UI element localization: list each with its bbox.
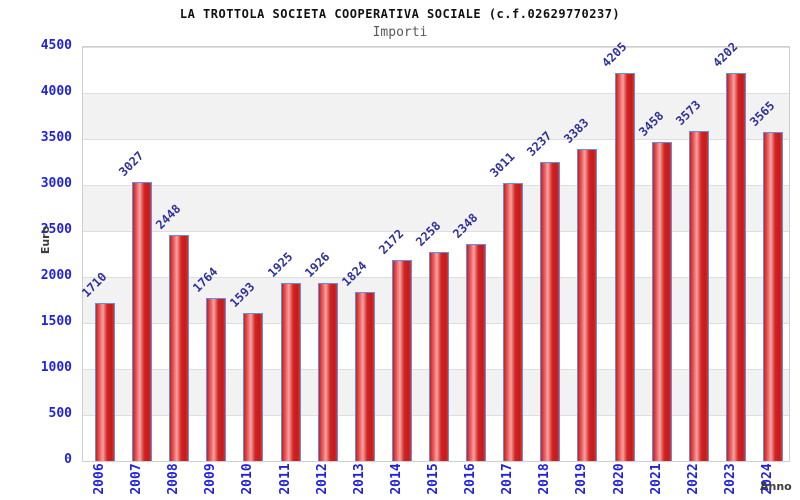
bar-2011: [280, 283, 301, 461]
plot-area: 1710 3027 2448 1764 1593 1925 1926 1824 2172 2258…: [79, 40, 790, 462]
bar-value-label: 1710: [79, 269, 110, 300]
bar-2007: [132, 182, 153, 461]
bar-2018: [540, 162, 561, 461]
y-axis-title: Euro: [39, 225, 52, 255]
x-tick-label: 2006: [92, 463, 107, 495]
bar-2009: [206, 298, 227, 461]
bar-2013: [354, 292, 375, 461]
bar-value-label: 2258: [413, 218, 444, 249]
x-tick-label: 2019: [574, 463, 590, 495]
bar-value-label: 2348: [450, 210, 481, 241]
bar-value-label: 3011: [487, 149, 518, 180]
bar-value-label: 3458: [635, 108, 667, 139]
chart-subtitle: Importi: [372, 25, 428, 40]
bar-2020: [614, 73, 635, 461]
x-tick-label: 2023: [722, 463, 738, 495]
bar-value-label: 3565: [747, 98, 778, 129]
x-tick-label: 2009: [203, 463, 219, 495]
x-tick-label: 2008: [166, 463, 182, 495]
x-tick-label: 2022: [685, 463, 701, 495]
bar-2017: [503, 183, 524, 461]
y-tick-label: 3000: [40, 176, 72, 191]
bar-2012: [317, 283, 338, 461]
bar-value-label: 1824: [338, 258, 370, 289]
x-tick-label: 2016: [463, 463, 479, 495]
bar-2021: [651, 142, 672, 461]
bar-2016: [466, 244, 487, 461]
bar-value-label: 4202: [709, 39, 741, 70]
bar-2024: [763, 132, 783, 461]
x-tick-label: 2011: [277, 463, 293, 495]
bar-2022: [688, 131, 709, 461]
bar-2014: [391, 260, 412, 461]
x-tick-label: 2012: [314, 463, 330, 495]
x-tick-label: 2007: [129, 463, 145, 495]
x-tick-label: 2018: [537, 463, 553, 495]
bar-value-label: 1926: [301, 249, 333, 280]
x-tick-label: 2020: [611, 463, 627, 495]
bar-2019: [577, 149, 598, 461]
bar-value-label: 1593: [227, 279, 258, 310]
bar-value-label: 3573: [672, 97, 704, 128]
bar-2006: [95, 303, 115, 461]
bar-2023: [725, 73, 746, 461]
bar-value-label: 3383: [561, 115, 592, 146]
bar-value-label: 4205: [598, 39, 629, 70]
bar-2008: [169, 235, 190, 461]
y-tick-label: 1000: [40, 360, 72, 375]
y-tick-label: 0: [64, 452, 72, 467]
bar-value-label: 2172: [375, 226, 407, 257]
y-tick-label: 4000: [40, 84, 72, 99]
chart-title: LA TROTTOLA SOCIETA COOPERATIVA SOCIALE …: [179, 7, 621, 21]
bar-value-label: 1925: [264, 249, 295, 280]
x-tick-label: 2017: [500, 463, 516, 495]
x-tick-label: 2015: [426, 463, 441, 495]
bar-value-label: 3237: [524, 128, 555, 159]
bar-2015: [429, 252, 449, 461]
y-tick-label: 1500: [40, 314, 72, 329]
y-tick-label: 4500: [40, 38, 72, 53]
y-tick-label: 2500: [40, 222, 72, 237]
y-tick-label: 500: [48, 406, 72, 421]
bar-value-label: 1764: [190, 264, 221, 295]
bar-2010: [243, 313, 264, 461]
x-tick-label: 2013: [351, 463, 367, 495]
x-axis-title: Anno: [760, 480, 792, 493]
bar-value-label: 3027: [116, 148, 147, 179]
bar-value-label: 2448: [153, 201, 184, 232]
x-tick-label: 2024: [760, 463, 775, 495]
y-tick-label: 2000: [40, 268, 72, 283]
x-tick-label: 2014: [388, 463, 404, 495]
x-tick-label: 2021: [648, 463, 664, 495]
y-tick-label: 3500: [40, 130, 72, 145]
x-tick-label: 2010: [240, 463, 256, 495]
